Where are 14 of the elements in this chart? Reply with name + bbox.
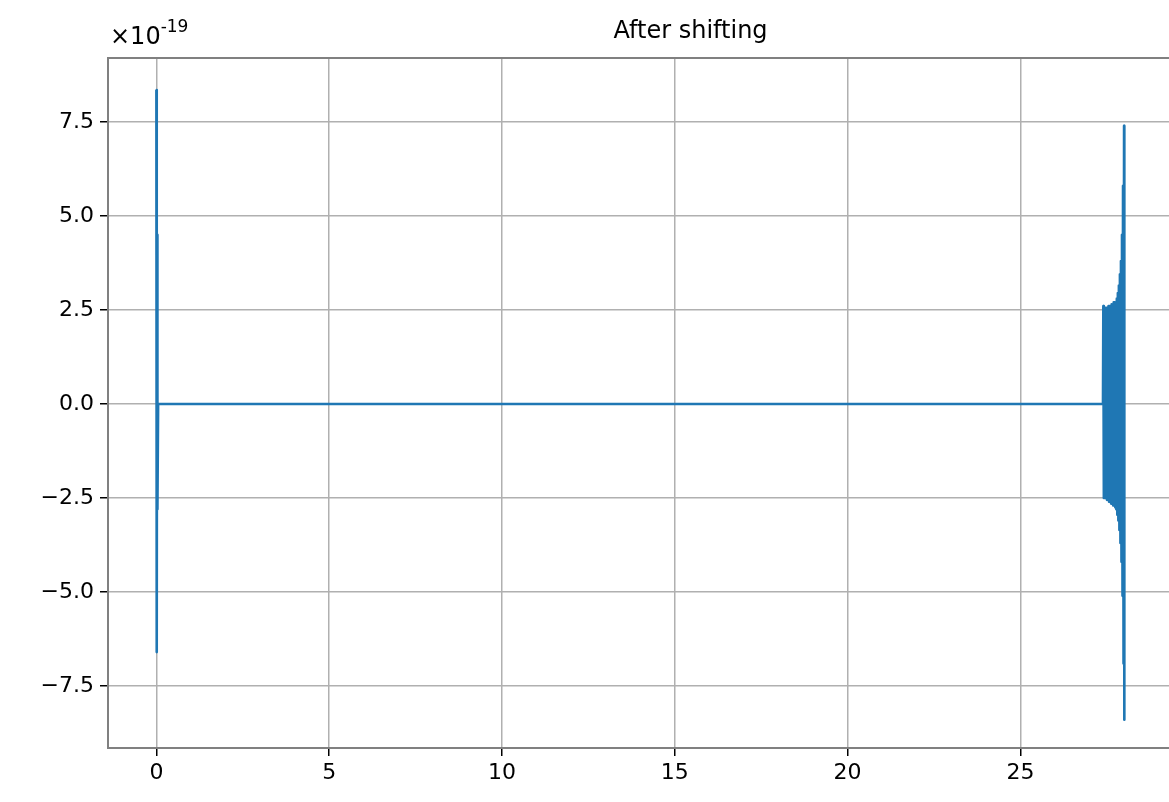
- x-tick-label: 10: [487, 758, 516, 784]
- x-tick-label: 25: [1006, 758, 1035, 784]
- x-tick-label: 0: [149, 758, 164, 784]
- y-tick-label: −5.0: [40, 577, 94, 603]
- y-tick-label: 5.0: [59, 201, 94, 227]
- y-tick-label: −2.5: [40, 483, 94, 509]
- y-tick-label: −7.5: [40, 671, 94, 697]
- x-tick-label: 5: [322, 758, 337, 784]
- y-tick-label: 2.5: [59, 295, 94, 321]
- chart-title: After shifting: [613, 16, 768, 44]
- x-tick-label: 20: [833, 758, 862, 784]
- y-tick-label: 7.5: [59, 107, 94, 133]
- x-tick-label: 15: [660, 758, 689, 784]
- y-tick-label: 0.0: [59, 389, 94, 415]
